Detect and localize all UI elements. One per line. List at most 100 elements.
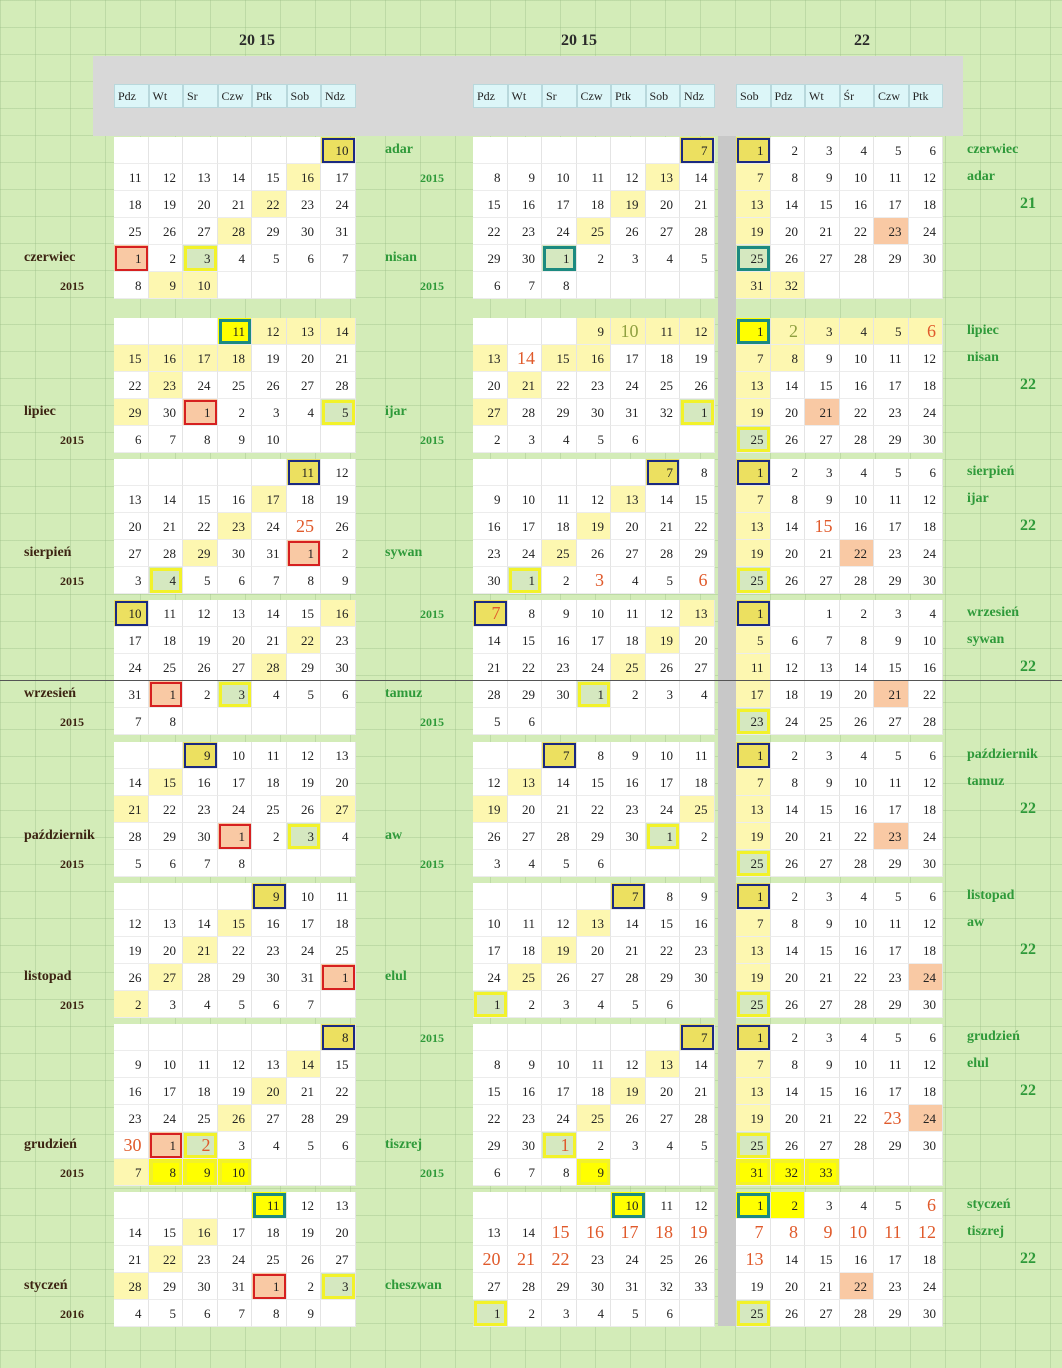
day-cell[interactable]: 23 xyxy=(114,1105,149,1132)
day-cell[interactable]: 5 xyxy=(874,318,909,345)
day-cell[interactable]: 26 xyxy=(114,964,149,991)
day-cell[interactable]: 6 xyxy=(908,742,943,769)
day-cell[interactable]: 10 xyxy=(576,600,611,627)
day-cell[interactable]: 12 xyxy=(908,1219,943,1246)
day-cell[interactable]: 18 xyxy=(507,937,542,964)
day-cell[interactable]: 8 xyxy=(770,345,805,372)
day-cell[interactable]: 4 xyxy=(645,1132,680,1159)
day-cell[interactable]: 4 xyxy=(576,991,611,1018)
day-cell[interactable]: 19 xyxy=(473,796,508,823)
day-cell[interactable]: 9 xyxy=(805,486,840,513)
day-cell[interactable]: 7 xyxy=(736,910,771,937)
day-cell[interactable]: 18 xyxy=(908,1078,943,1105)
day-cell[interactable] xyxy=(252,1024,287,1051)
day-cell[interactable]: 7 xyxy=(736,486,771,513)
day-cell[interactable]: 18 xyxy=(611,627,646,654)
day-cell[interactable]: 12 xyxy=(286,742,321,769)
day-cell[interactable]: 22 xyxy=(286,627,321,654)
day-cell[interactable]: 20 xyxy=(611,513,646,540)
day-cell[interactable]: 7 xyxy=(645,459,680,486)
day-cell[interactable]: 14 xyxy=(680,1051,715,1078)
day-cell[interactable]: 17 xyxy=(148,1078,183,1105)
day-cell[interactable]: 23 xyxy=(736,708,771,735)
day-cell[interactable] xyxy=(183,708,218,735)
day-cell[interactable]: 5 xyxy=(736,627,771,654)
day-cell[interactable]: 20 xyxy=(770,218,805,245)
day-cell[interactable]: 7 xyxy=(473,600,508,627)
day-cell[interactable]: 6 xyxy=(908,318,943,345)
day-cell[interactable]: 19 xyxy=(645,627,680,654)
day-cell[interactable]: 1 xyxy=(473,991,508,1018)
day-cell[interactable]: 1 xyxy=(736,1192,771,1219)
day-cell[interactable]: 26 xyxy=(542,964,577,991)
day-cell[interactable]: 9 xyxy=(183,742,218,769)
day-cell[interactable] xyxy=(576,708,611,735)
day-cell[interactable]: 15 xyxy=(576,769,611,796)
day-cell[interactable]: 27 xyxy=(805,850,840,877)
day-cell[interactable]: 19 xyxy=(286,769,321,796)
day-cell[interactable]: 13 xyxy=(736,1246,771,1273)
day-cell[interactable]: 19 xyxy=(542,937,577,964)
day-cell[interactable] xyxy=(680,850,715,877)
day-cell[interactable]: 24 xyxy=(148,1105,183,1132)
day-cell[interactable] xyxy=(148,742,183,769)
day-cell[interactable]: 27 xyxy=(805,567,840,594)
day-cell[interactable] xyxy=(645,272,680,299)
day-cell[interactable]: 15 xyxy=(542,1219,577,1246)
day-cell[interactable]: 32 xyxy=(770,272,805,299)
day-cell[interactable]: 3 xyxy=(645,681,680,708)
day-cell[interactable] xyxy=(183,883,218,910)
day-cell[interactable] xyxy=(252,850,287,877)
day-cell[interactable]: 28 xyxy=(611,964,646,991)
day-cell[interactable]: 21 xyxy=(805,1273,840,1300)
day-cell[interactable]: 21 xyxy=(321,345,356,372)
day-cell[interactable]: 12 xyxy=(680,1192,715,1219)
day-cell[interactable]: 11 xyxy=(874,1219,909,1246)
day-cell[interactable]: 6 xyxy=(908,1024,943,1051)
day-cell[interactable]: 7 xyxy=(507,1159,542,1186)
day-cell[interactable]: 22 xyxy=(473,218,508,245)
day-cell[interactable]: 12 xyxy=(148,164,183,191)
day-cell[interactable]: 8 xyxy=(770,1219,805,1246)
day-cell[interactable] xyxy=(611,1024,646,1051)
day-cell[interactable] xyxy=(542,708,577,735)
day-cell[interactable]: 31 xyxy=(611,399,646,426)
day-cell[interactable]: 30 xyxy=(252,964,287,991)
day-cell[interactable]: 15 xyxy=(805,191,840,218)
day-cell[interactable]: 2 xyxy=(770,742,805,769)
day-cell[interactable]: 13 xyxy=(507,769,542,796)
day-cell[interactable]: 2 xyxy=(680,823,715,850)
day-cell[interactable]: 11 xyxy=(645,1192,680,1219)
day-cell[interactable]: 10 xyxy=(321,137,356,164)
day-cell[interactable]: 10 xyxy=(839,164,874,191)
day-cell[interactable]: 5 xyxy=(874,137,909,164)
day-cell[interactable]: 8 xyxy=(542,1159,577,1186)
day-cell[interactable]: 19 xyxy=(217,1078,252,1105)
day-cell[interactable]: 23 xyxy=(507,1105,542,1132)
day-cell[interactable]: 15 xyxy=(805,1078,840,1105)
day-cell[interactable] xyxy=(473,137,508,164)
day-cell[interactable]: 22 xyxy=(114,372,149,399)
day-cell[interactable]: 2 xyxy=(148,245,183,272)
day-cell[interactable]: 20 xyxy=(770,1273,805,1300)
day-cell[interactable]: 2 xyxy=(507,991,542,1018)
day-cell[interactable]: 19 xyxy=(805,681,840,708)
day-cell[interactable]: 3 xyxy=(805,1024,840,1051)
day-cell[interactable]: 14 xyxy=(473,627,508,654)
day-cell[interactable]: 10 xyxy=(839,1051,874,1078)
day-cell[interactable]: 4 xyxy=(321,823,356,850)
day-cell[interactable]: 1 xyxy=(736,1024,771,1051)
day-cell[interactable]: 25 xyxy=(680,796,715,823)
day-cell[interactable]: 15 xyxy=(473,191,508,218)
day-cell[interactable] xyxy=(321,991,356,1018)
day-cell[interactable]: 13 xyxy=(611,486,646,513)
day-cell[interactable]: 2 xyxy=(183,1132,218,1159)
day-cell[interactable]: 8 xyxy=(148,1159,183,1186)
day-cell[interactable]: 28 xyxy=(645,540,680,567)
day-cell[interactable] xyxy=(507,459,542,486)
day-cell[interactable]: 12 xyxy=(908,345,943,372)
day-cell[interactable] xyxy=(611,137,646,164)
day-cell[interactable]: 1 xyxy=(473,1300,508,1327)
day-cell[interactable]: 2 xyxy=(217,399,252,426)
day-cell[interactable]: 31 xyxy=(286,964,321,991)
